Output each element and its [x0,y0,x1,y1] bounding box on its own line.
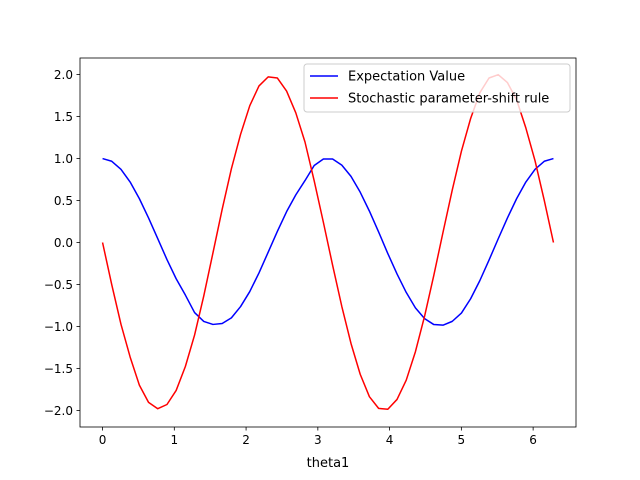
y-tick-label: −0.5 [44,278,73,292]
y-tick-label: 0.0 [54,236,73,250]
x-tick-label: 0 [99,433,107,447]
y-axis: −2.0 −1.5 −1.0 −0.5 0.0 0.5 1.0 1.5 2.0 [44,68,80,418]
series-line-0 [102,157,554,326]
legend: Expectation Value Stochastic parameter-s… [303,63,571,113]
x-tick-label: 2 [242,433,250,447]
x-tick-label: 5 [458,433,466,447]
x-axis-label: theta1 [307,456,350,471]
legend-box [303,63,571,113]
legend-label-expectation-value: Expectation Value [348,70,465,85]
y-tick-label: −1.5 [44,362,73,376]
y-tick-label: −2.0 [44,404,73,418]
y-tick-label: 2.0 [54,68,73,82]
x-tick-label: 6 [529,433,537,447]
y-tick-label: 1.0 [54,152,73,166]
x-tick-label: 3 [314,433,322,447]
x-tick-label: 1 [170,433,178,447]
legend-label-parameter-shift: Stochastic parameter-shift rule [348,92,549,107]
y-tick-label: 1.5 [54,110,73,124]
y-tick-label: 0.5 [54,194,73,208]
x-tick-label: 4 [386,433,394,447]
x-axis: 0 1 2 3 4 5 6 [99,427,537,447]
y-tick-label: −1.0 [44,320,73,334]
